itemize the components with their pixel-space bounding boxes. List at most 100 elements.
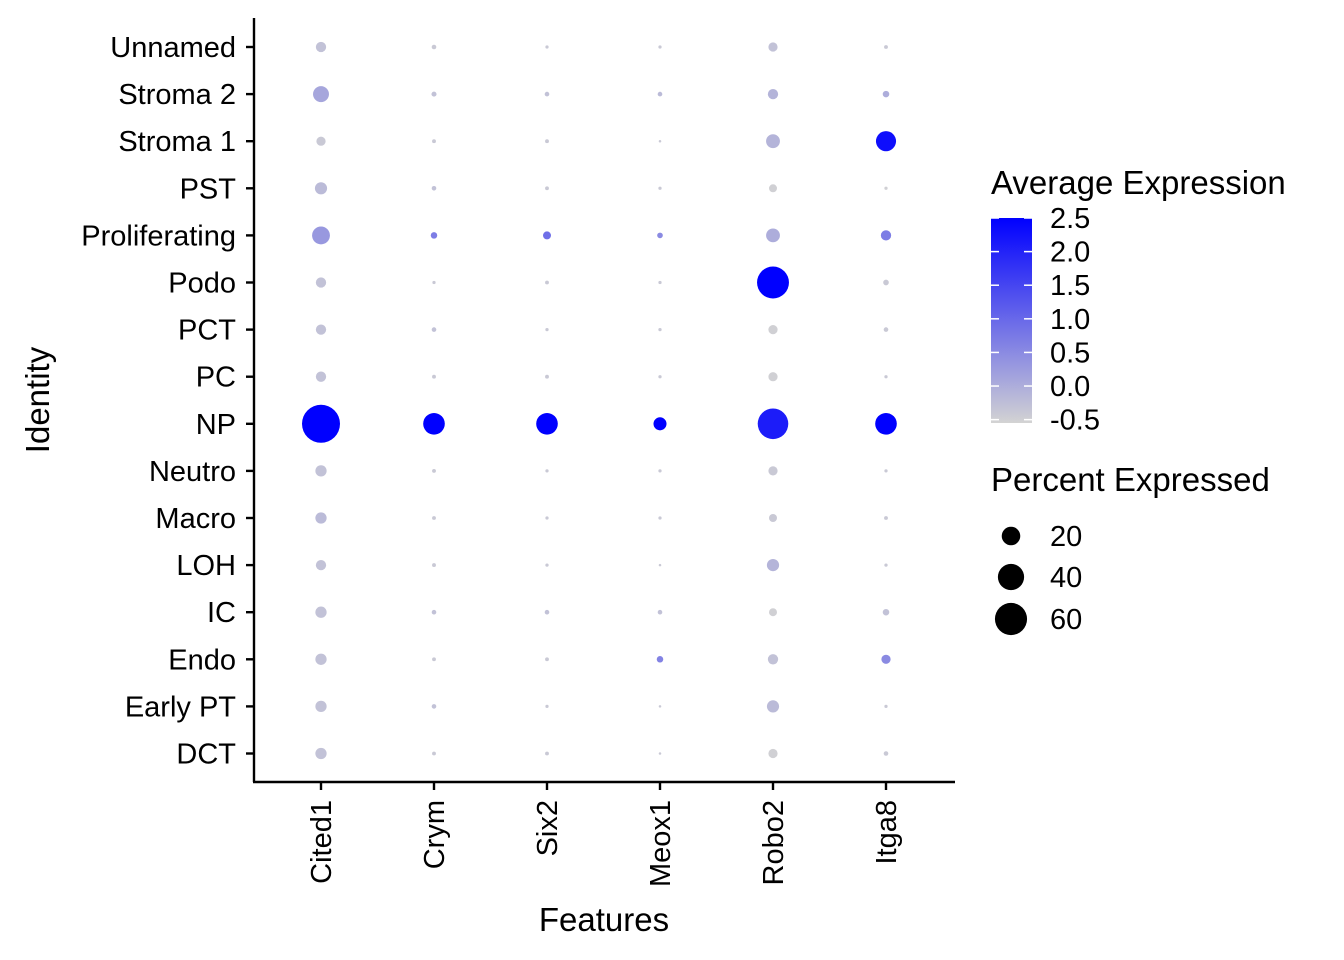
dot-unnamed-cited1 [315,41,327,53]
dot-neutro-meox1 [658,469,662,473]
dot-proliferating-robo2 [766,228,780,243]
dot-ic-robo2 [769,608,777,617]
size-legend-dot [997,563,1025,591]
dot-endo-six2 [545,657,549,662]
dot-proliferating-cited1 [312,226,330,245]
dot-ic-cited1 [315,606,327,618]
dot-endo-itga8 [881,654,891,664]
x-tick-label: Crym [419,800,451,869]
dot-unnamed-crym [431,44,437,50]
dot-ic-meox1 [657,609,663,615]
dot-dct-robo2 [768,748,778,759]
dot-loh-itga8 [884,563,888,567]
dot-dct-six2 [545,751,549,756]
y-axis-ticks: Unnamed Stroma 2 Stroma 1 PST Proliferating P… [81,32,254,771]
dot-early-pt-itga8 [884,704,888,709]
dot-pst-itga8 [884,186,888,190]
dot-dct-itga8 [883,751,889,756]
y-tick-label: DCT [176,739,236,771]
dot-ic-crym [431,609,437,615]
y-tick-label: Macro [155,503,236,535]
x-tick-label: Itga8 [871,800,903,865]
dot-pc-six2 [545,374,549,379]
y-tick-label: Podo [168,268,236,300]
dot-stroma-2-cited1 [313,86,329,103]
dot-pst-robo2 [769,184,777,193]
dot-endo-robo2 [767,654,779,665]
dot-pst-cited1 [314,182,328,195]
dot-loh-crym [432,563,436,568]
dot-pc-robo2 [768,372,778,382]
dot-stroma-1-six2 [545,139,549,144]
dot-pct-crym [431,327,437,332]
plot-area: Unnamed Stroma 2 Stroma 1 PST Proliferating P… [81,18,955,887]
dot-dct-meox1 [658,752,662,755]
dot-stroma-1-meox1 [658,139,662,143]
dot-macro-robo2 [769,514,777,522]
dot-early-pt-meox1 [658,705,662,708]
dot-pct-cited1 [315,324,327,335]
dot-early-pt-robo2 [766,700,780,713]
dot-loh-cited1 [315,559,327,571]
color-legend-ticks: 2.52.01.51.00.50.0-0.5 [991,203,1100,437]
dot-np-crym [423,412,445,435]
dot-pct-six2 [545,327,549,332]
size-legend: Percent Expressed 20 40 60 [991,461,1270,636]
dot-unnamed-meox1 [658,45,662,49]
size-legend-label: 20 [1050,521,1082,553]
dot-stroma-2-robo2 [767,88,779,100]
dot-stroma-2-six2 [544,91,550,97]
y-tick-label: Endo [168,644,236,676]
x-axis-ticks: Cited1 Crym Six2 Meox1 Robo2 Itga8 [306,782,903,887]
size-legend-items: 20 40 60 [994,521,1082,636]
dot-podo-six2 [545,280,549,285]
dot-np-meox1 [653,417,667,431]
dot-neutro-cited1 [315,465,327,477]
dot-endo-meox1 [656,656,664,663]
y-tick-label: PST [180,173,237,205]
dot-pst-crym [431,185,437,191]
dot-stroma-1-itga8 [875,131,897,152]
y-tick-label: NP [196,409,236,441]
dot-proliferating-crym [430,232,438,239]
dot-stroma-2-meox1 [657,91,663,97]
dot-ic-six2 [544,609,550,615]
dot-macro-six2 [545,516,549,520]
dot-np-robo2 [757,408,789,440]
y-axis-title: Identity [19,346,56,453]
dot-proliferating-meox1 [657,232,663,239]
y-tick-label: PCT [178,315,236,347]
dot-unnamed-robo2 [768,42,778,52]
size-legend-label: 40 [1050,562,1082,594]
color-legend-label: 2.0 [1050,237,1090,269]
dot-endo-crym [432,657,436,662]
color-legend-label: 1.5 [1050,270,1090,302]
x-tick-label: Cited1 [306,800,338,884]
dot-stroma-1-crym [432,139,436,144]
y-tick-label: Stroma 2 [118,79,236,111]
dots-layer [302,41,897,760]
dot-macro-crym [432,516,436,520]
dot-np-six2 [536,412,558,435]
y-tick-label: IC [207,597,236,629]
y-tick-label: PC [196,362,236,394]
dot-pc-itga8 [884,375,888,379]
size-legend-dot [1001,526,1021,546]
dot-np-cited1 [302,404,340,443]
dot-loh-six2 [545,563,549,567]
dot-neutro-robo2 [768,466,778,476]
dot-pc-meox1 [658,375,662,379]
dot-early-pt-six2 [545,704,549,709]
size-legend-title: Percent Expressed [991,461,1270,498]
dot-neutro-six2 [545,469,549,473]
color-legend: Average Expression 2.52.01.51.00.50.0-0.… [991,164,1286,437]
y-tick-label: Unnamed [110,32,236,64]
dot-unnamed-itga8 [884,45,888,49]
dot-pst-six2 [545,186,549,191]
x-tick-label: Meox1 [645,800,677,887]
x-axis-title: Features [539,901,669,938]
dot-stroma-1-cited1 [316,136,326,146]
dot-np-itga8 [875,412,897,435]
color-legend-label: 0.0 [1050,371,1090,403]
